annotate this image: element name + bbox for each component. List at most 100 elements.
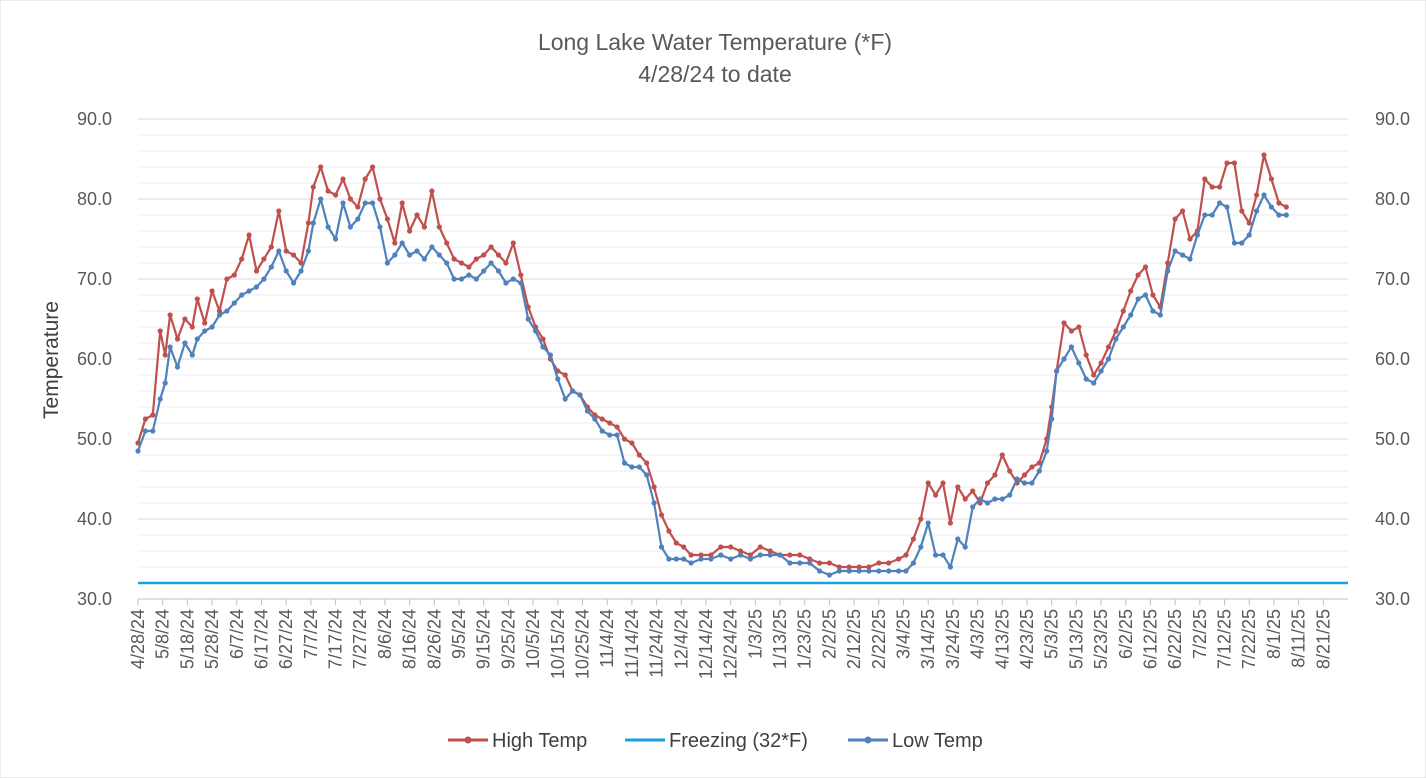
- data-point-low-temp: [283, 268, 289, 274]
- data-point-high-temp: [291, 252, 297, 258]
- data-point-high-temp: [298, 260, 304, 266]
- data-point-high-temp: [283, 248, 289, 254]
- data-point-low-temp: [607, 432, 613, 438]
- data-point-low-temp: [1254, 208, 1260, 214]
- data-point-low-temp: [1128, 312, 1134, 318]
- x-tick-label: 11/24/24: [647, 609, 667, 678]
- data-point-low-temp: [925, 520, 931, 526]
- x-tick-label: 4/3/25: [968, 609, 988, 659]
- data-point-high-temp: [933, 492, 939, 498]
- data-point-low-temp: [658, 544, 665, 550]
- data-point-high-temp: [1246, 220, 1252, 226]
- data-point-low-temp: [224, 308, 230, 314]
- data-point-low-temp: [1083, 376, 1089, 382]
- data-point-high-temp: [224, 276, 230, 282]
- data-point-high-temp: [451, 256, 457, 262]
- data-point-low-temp: [747, 556, 754, 562]
- x-tick-label: 7/7/24: [301, 609, 321, 659]
- data-point-high-temp: [1202, 176, 1208, 182]
- x-tick-label: 5/8/24: [153, 609, 173, 659]
- data-point-low-temp: [584, 408, 591, 414]
- data-point-low-temp: [866, 568, 872, 574]
- data-point-low-temp: [1194, 232, 1200, 238]
- data-point-low-temp: [377, 224, 383, 230]
- x-tick-label: 8/16/24: [400, 609, 420, 669]
- data-point-low-temp: [918, 544, 924, 550]
- data-point-low-temp: [555, 376, 561, 382]
- data-point-high-temp: [1007, 468, 1013, 474]
- data-point-low-temp: [291, 280, 297, 286]
- x-tick-label: 5/28/24: [202, 609, 222, 669]
- data-point-low-temp: [194, 336, 200, 342]
- y-tick-label-left: 30.0: [77, 589, 112, 609]
- data-point-high-temp: [167, 312, 173, 318]
- data-point-low-temp: [162, 380, 168, 386]
- data-point-low-temp: [370, 200, 376, 206]
- data-point-low-temp: [429, 244, 435, 250]
- data-point-high-temp: [787, 552, 793, 558]
- data-point-high-temp: [826, 560, 833, 566]
- data-point-high-temp: [458, 260, 465, 266]
- x-tick-label: 2/12/25: [844, 609, 864, 669]
- data-point-low-temp: [1007, 492, 1013, 498]
- data-point-low-temp: [481, 268, 487, 274]
- data-point-low-temp: [1261, 192, 1267, 198]
- data-point-high-temp: [947, 520, 954, 526]
- data-point-high-temp: [970, 488, 976, 494]
- data-point-low-temp: [444, 260, 450, 266]
- data-point-high-temp: [896, 556, 902, 562]
- data-point-low-temp: [614, 432, 620, 438]
- data-point-low-temp: [629, 464, 635, 470]
- data-point-low-temp: [216, 312, 223, 318]
- data-point-high-temp: [856, 564, 862, 570]
- data-point-low-temp: [253, 284, 260, 290]
- x-tick-label: 10/5/24: [523, 609, 543, 669]
- data-point-low-temp: [856, 568, 862, 574]
- data-point-low-temp: [933, 552, 939, 558]
- data-point-high-temp: [540, 336, 546, 342]
- data-point-low-temp: [910, 560, 917, 566]
- legend-marker-high-temp: [464, 736, 472, 744]
- data-point-low-temp: [977, 496, 983, 502]
- data-point-high-temp: [688, 552, 694, 558]
- data-point-high-temp: [1076, 324, 1082, 330]
- data-point-low-temp: [876, 568, 882, 574]
- data-point-high-temp: [673, 540, 679, 546]
- y-tick-label-left: 80.0: [77, 189, 112, 209]
- data-point-high-temp: [629, 440, 635, 446]
- data-point-low-temp: [970, 504, 976, 510]
- data-point-high-temp: [562, 372, 568, 378]
- x-tick-label: 4/28/24: [128, 609, 148, 669]
- data-point-low-temp: [767, 552, 773, 558]
- data-point-high-temp: [1217, 184, 1223, 190]
- data-point-low-temp: [355, 216, 361, 222]
- data-point-high-temp: [1231, 160, 1237, 166]
- data-point-high-temp: [1120, 308, 1126, 314]
- data-point-high-temp: [1180, 208, 1186, 214]
- data-point-low-temp: [1246, 232, 1252, 238]
- data-point-low-temp: [189, 352, 195, 358]
- data-point-low-temp: [261, 276, 267, 282]
- series-layer: [135, 152, 1348, 585]
- data-point-low-temp: [202, 328, 208, 334]
- data-point-low-temp: [399, 240, 405, 246]
- data-point-high-temp: [189, 324, 195, 330]
- x-tick-label: 9/5/24: [449, 609, 469, 659]
- x-tick-label: 5/18/24: [177, 609, 197, 669]
- data-point-low-temp: [708, 556, 714, 562]
- y-tick-label-left: 50.0: [77, 429, 112, 449]
- data-point-high-temp: [436, 224, 442, 230]
- data-point-low-temp: [407, 252, 413, 258]
- x-tick-label: 2/2/25: [819, 609, 839, 659]
- x-tick-label: 3/14/25: [918, 609, 938, 669]
- data-point-high-temp: [767, 548, 773, 554]
- data-point-high-temp: [681, 544, 687, 550]
- legend-label-low-temp: Low Temp: [892, 730, 983, 752]
- x-tick-label: 8/1/25: [1264, 609, 1284, 659]
- data-point-low-temp: [414, 248, 420, 254]
- data-point-high-temp: [737, 548, 744, 554]
- x-tick-label: 12/4/24: [671, 609, 691, 669]
- data-point-low-temp: [451, 276, 457, 282]
